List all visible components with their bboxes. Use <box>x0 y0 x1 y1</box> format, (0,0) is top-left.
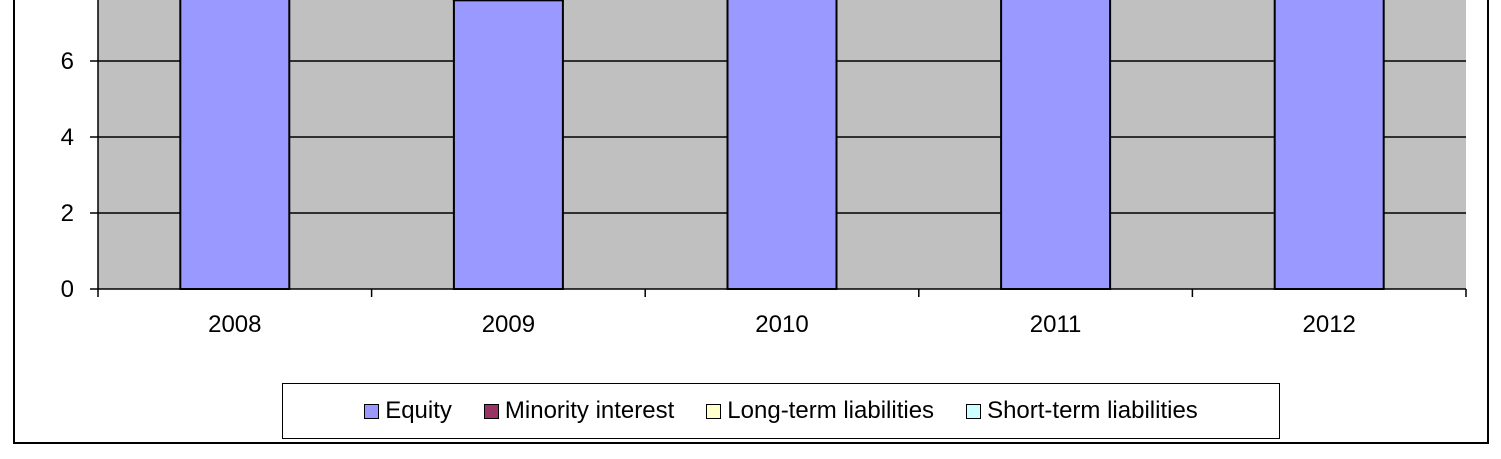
x-tick-label: 2012 <box>1303 311 1356 338</box>
legend-label-minority-interest: Minority interest <box>504 397 675 424</box>
legend-label-short-term-liabilities: Short-term liabilities <box>987 397 1198 424</box>
legend-item-equity: Equity <box>364 397 452 425</box>
legend-item-short-term-liabilities: Short-term liabilities <box>966 397 1198 425</box>
x-tick-label: 2008 <box>208 311 261 338</box>
legend-swatch-long-term-liabilities <box>706 403 722 419</box>
legend-item-long-term-liabilities: Long-term liabilities <box>706 397 934 425</box>
legend-label-equity: Equity <box>385 397 452 424</box>
bar-equity-2011 <box>1000 0 1112 290</box>
y-tick-label: 6 <box>61 48 74 75</box>
legend-swatch-minority-interest <box>483 403 499 419</box>
legend: Equity Minority interest Long-term liabi… <box>282 383 1280 439</box>
legend-item-minority-interest: Minority interest <box>483 397 675 425</box>
bar-equity-2009 <box>452 0 564 290</box>
x-tick-labels: 2008 2009 2010 2011 2012 <box>208 311 1356 338</box>
x-tick-label: 2010 <box>755 311 808 338</box>
y-tick-label: 4 <box>61 124 74 151</box>
legend-swatch-equity <box>364 403 380 419</box>
legend-swatch-short-term-liabilities <box>966 403 982 419</box>
bar-equity-2010 <box>726 0 838 290</box>
y-tick-label: 0 <box>61 276 74 303</box>
bar-equity-2012 <box>1273 0 1385 290</box>
y-tick-label: 2 <box>61 200 74 227</box>
x-tick-label: 2009 <box>482 311 535 338</box>
x-tick-label: 2011 <box>1030 311 1082 338</box>
bar-equity-2008 <box>179 0 291 290</box>
legend-label-long-term-liabilities: Long-term liabilities <box>727 397 935 424</box>
y-tick-labels: 0 2 4 6 <box>61 48 74 303</box>
axes <box>90 0 1467 297</box>
